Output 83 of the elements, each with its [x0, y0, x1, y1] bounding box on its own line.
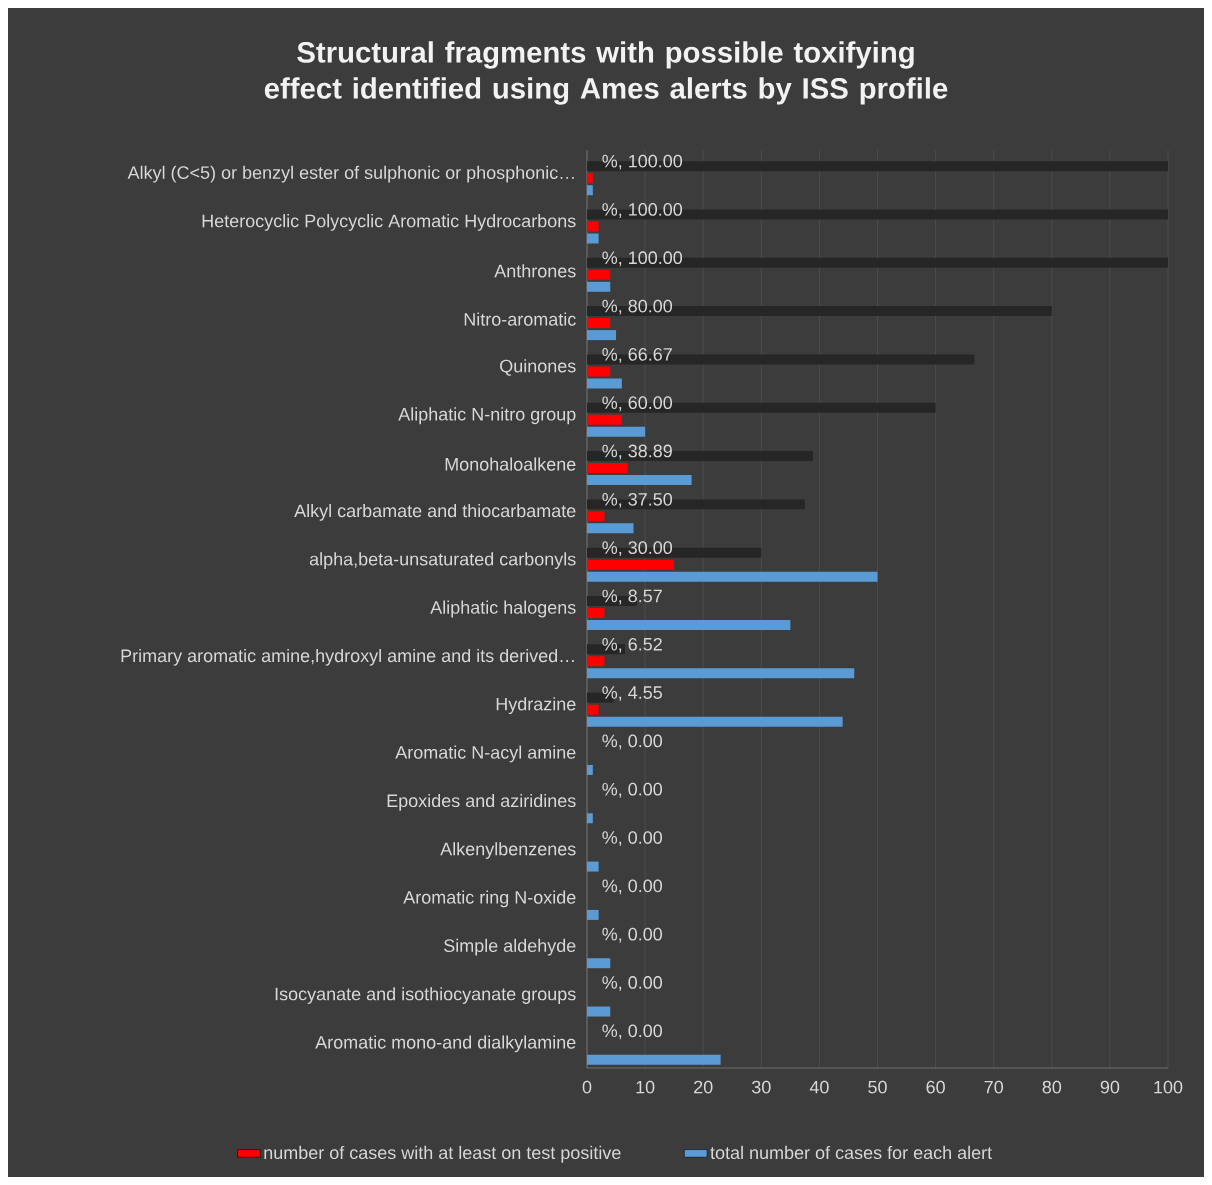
legend-label: total number of cases for each alert [710, 1145, 992, 1160]
data-label: %, 0.00 [602, 831, 663, 847]
bar [587, 813, 593, 824]
bar [587, 233, 599, 244]
y-tick-label: Alkenylbenzenes [440, 842, 576, 859]
bar [587, 909, 599, 920]
bar [587, 378, 622, 389]
x-tick-label: 0 [582, 1080, 592, 1094]
y-tick-label: Anthrones [494, 264, 576, 278]
bar [587, 861, 599, 872]
data-label: %, 80.00 [602, 299, 673, 315]
bar [587, 608, 605, 619]
y-tick-label: Isocyanate and isothiocyanate groups [275, 987, 576, 1004]
x-tick-label: 30 [751, 1080, 771, 1094]
data-label: %, 60.00 [602, 396, 673, 412]
bar [587, 958, 611, 969]
bar [587, 704, 599, 715]
bar [587, 173, 593, 184]
y-tick-label: Primary aromatic amine,hydroxyl amine and its derived… [121, 648, 574, 666]
bar [587, 330, 617, 341]
bar [587, 269, 611, 280]
x-tick-label: 100 [1154, 1080, 1183, 1094]
bar [587, 511, 605, 522]
data-label: %, 0.00 [602, 976, 663, 991]
chart-title: Structural fragments with possible toxifying effect identified using Ames alerts by ISS profile [264, 41, 948, 105]
data-label: %, 37.50 [602, 492, 673, 508]
bar [587, 281, 611, 292]
data-label: %, 38.89 [602, 444, 672, 460]
y-tick-label: Alkyl carbamate and thiocarbamate [294, 503, 576, 521]
x-tick-label: 80 [1042, 1080, 1062, 1094]
y-tick-label: Quinones [500, 359, 576, 376]
y-tick-label: Alkyl (C<5) or benzyl ester of sulphonic or phosphonic… [127, 165, 574, 183]
y-tick-label: Aromatic N-acyl amine [395, 745, 576, 763]
bar [587, 1054, 721, 1065]
x-tick-label: 70 [984, 1080, 1004, 1094]
y-tick-label: Aliphatic N-nitro group [398, 407, 576, 425]
x-tick-label: 40 [809, 1080, 829, 1094]
bar [587, 620, 791, 630]
data-label: %, 100.00 [602, 203, 683, 218]
data-label: %, 0.00 [602, 782, 663, 798]
data-label: %, 30.00 [602, 541, 673, 557]
x-tick-label: 50 [868, 1080, 887, 1094]
data-label: %, 100.00 [602, 251, 683, 267]
x-tick-label: 10 [636, 1080, 655, 1094]
x-tick-label: 60 [926, 1080, 945, 1094]
y-tick-label: Aliphatic halogens [430, 600, 576, 618]
bar [587, 716, 843, 727]
y-tick-label: Aromatic ring N-oxide [403, 890, 576, 908]
bar [587, 668, 855, 679]
bar [587, 463, 628, 474]
x-tick-label: 20 [694, 1080, 713, 1094]
bar [587, 414, 622, 425]
data-label: %, 8.57 [602, 589, 662, 605]
data-label: %, 0.00 [602, 879, 663, 895]
y-tick-label: Monohaloalkene [445, 457, 576, 471]
legend-label: number of cases with at least on test positive [264, 1145, 621, 1163]
y-tick-label: Nitro-aromatic [464, 312, 576, 326]
bar [587, 559, 675, 570]
bar [587, 426, 646, 437]
bar [587, 656, 605, 667]
bar [587, 366, 611, 377]
bar [587, 571, 878, 582]
y-tick-label: Epoxides and aziridines [387, 793, 576, 811]
data-label: %, 0.00 [602, 927, 663, 943]
data-label: %, 66.67 [602, 347, 672, 363]
data-label: %, 4.55 [602, 686, 662, 702]
bar [587, 221, 599, 232]
data-label: %, 6.52 [602, 637, 662, 653]
y-tick-label: Heterocyclic Polycyclic Aromatic Hydrocarbons [202, 214, 576, 231]
data-label: %, 100.00 [602, 154, 683, 170]
y-tick-label: Simple aldehyde [444, 938, 576, 956]
bar [587, 523, 634, 534]
bar [587, 475, 692, 486]
bar [587, 764, 593, 775]
bar [587, 318, 611, 329]
data-label: %, 0.00 [602, 734, 663, 750]
y-tick-label: Aromatic mono-and dialkylamine [315, 1035, 576, 1053]
y-tick-label: alpha,beta-unsaturated carbonyls [309, 552, 576, 570]
x-tick-label: 90 [1100, 1080, 1120, 1094]
bar [587, 185, 593, 196]
data-label: %, 0.00 [602, 1024, 663, 1040]
y-tick-label: Hydrazine [496, 697, 576, 715]
bar [587, 1006, 611, 1017]
